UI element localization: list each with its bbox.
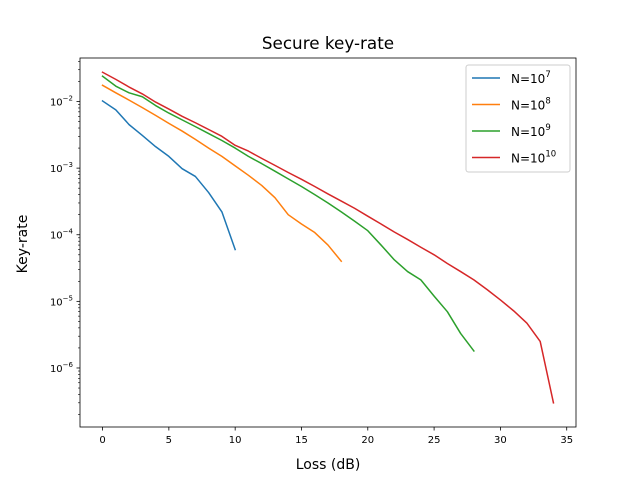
x-tick-label: 20 xyxy=(361,435,374,446)
series-line-1 xyxy=(101,84,343,263)
y-tick-label: 10−3 xyxy=(50,161,73,175)
y-axis-label: Key-rate xyxy=(15,215,31,274)
series-line-3 xyxy=(101,71,555,404)
legend-label-2: N=109 xyxy=(511,123,551,139)
x-tick-label: 25 xyxy=(428,435,441,446)
y-tick-label: 10−6 xyxy=(50,361,74,375)
plot-area xyxy=(79,57,577,428)
y-tick-label: 10−4 xyxy=(50,228,74,242)
x-tick-label: 30 xyxy=(494,435,507,446)
x-tick-label: 15 xyxy=(295,435,308,446)
y-tick-label: 10−2 xyxy=(50,95,73,109)
legend-box xyxy=(465,64,571,173)
axes-frame xyxy=(79,57,577,428)
x-tick-label: 10 xyxy=(229,435,242,446)
series-line-0 xyxy=(101,99,237,251)
chart-title: Secure key-rate xyxy=(262,33,394,53)
legend-label-3: N=1010 xyxy=(511,150,556,166)
legend-label-0: N=107 xyxy=(511,70,551,86)
y-axis-ticks: 10−6 10−5 10−4 10−3 10−2 xyxy=(50,61,80,415)
x-tick-label: 5 xyxy=(166,435,172,446)
x-axis-label: Loss (dB) xyxy=(296,457,361,473)
x-axis-ticks: 0 5 10 15 20 25 30 35 xyxy=(99,427,573,446)
legend-label-1: N=108 xyxy=(511,97,551,113)
x-tick-label: 0 xyxy=(99,435,105,446)
y-tick-label: 10−5 xyxy=(50,294,73,308)
series-line-2 xyxy=(101,75,475,353)
x-tick-label: 35 xyxy=(560,435,573,446)
legend: N=107 N=108 N=109 N=1010 xyxy=(465,64,571,173)
